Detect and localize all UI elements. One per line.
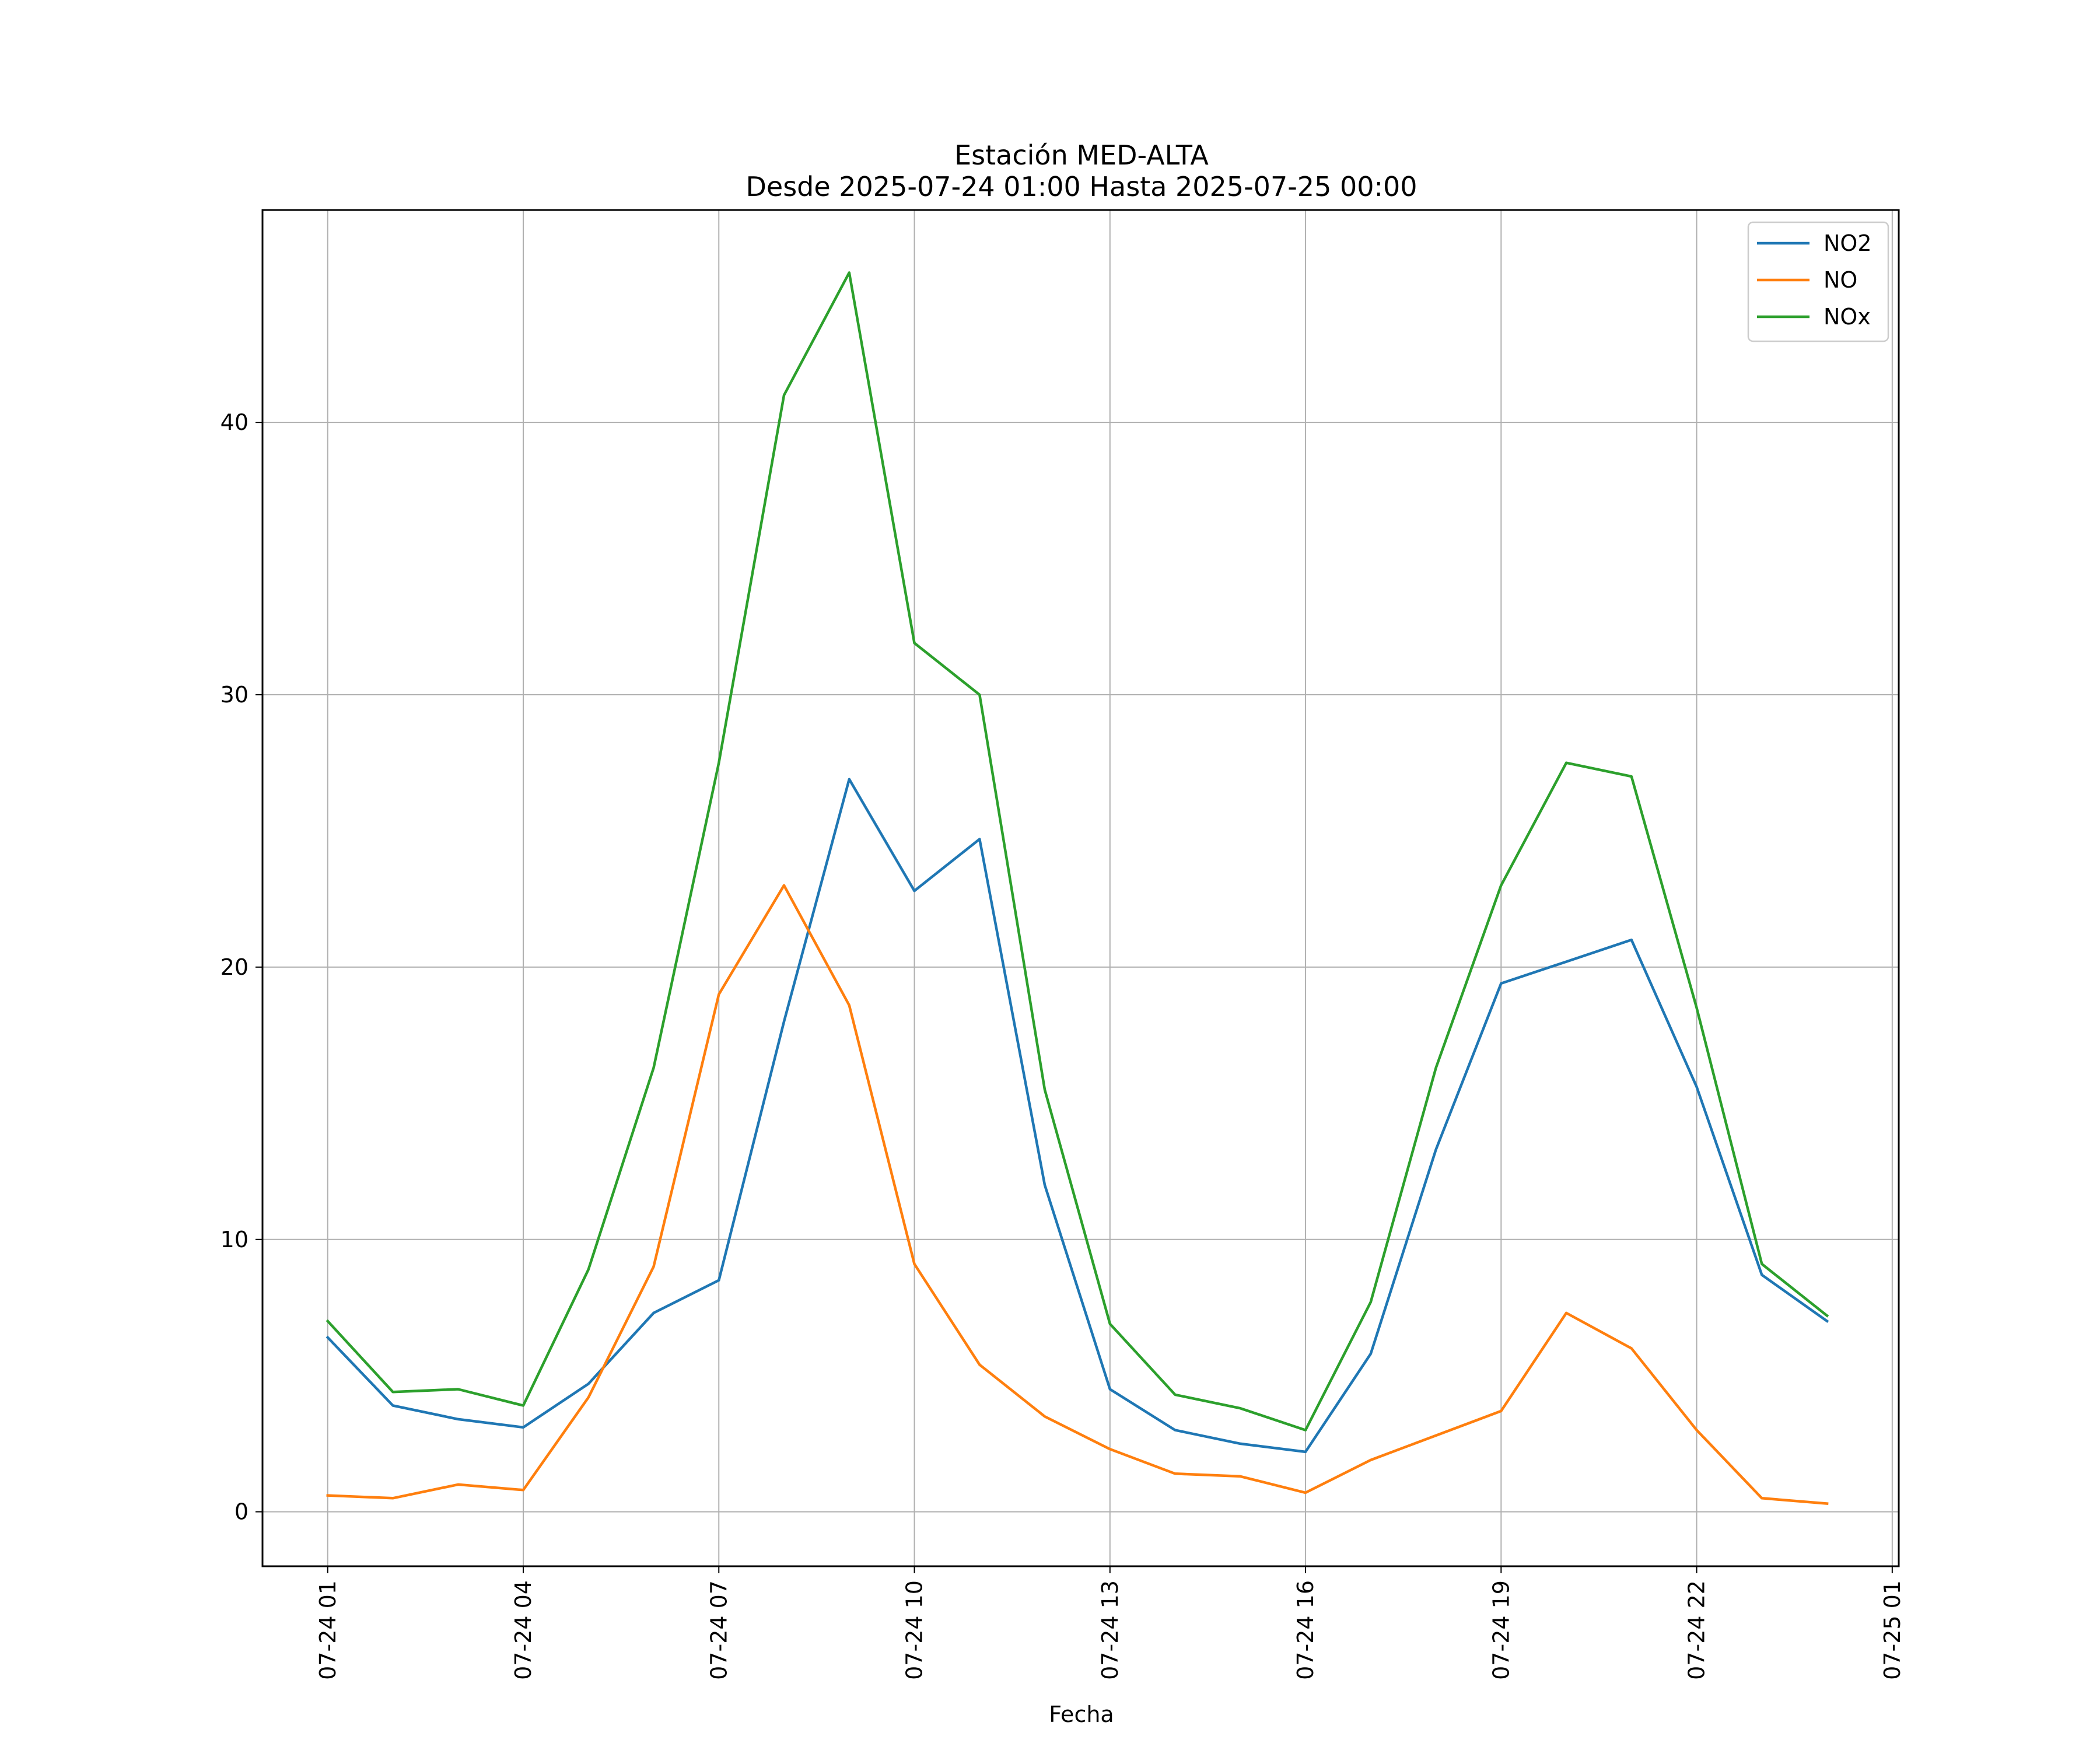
x-tick-label: 07-24 19 xyxy=(1488,1580,1514,1680)
legend: NO2 NO NOx xyxy=(1747,221,1889,342)
grid xyxy=(262,210,1899,1566)
x-tick-label: 07-24 07 xyxy=(706,1580,732,1680)
y-tick-label: 40 xyxy=(220,410,249,435)
series-line-nox xyxy=(326,271,1829,1432)
series-line-no2 xyxy=(326,778,1829,1454)
series-lines xyxy=(326,271,1829,1506)
x-tick-label: 07-24 01 xyxy=(315,1580,341,1680)
chart-title: Estación MED-ALTA xyxy=(954,139,1209,171)
plot-frame xyxy=(261,209,1900,1567)
x-tick-label: 07-24 16 xyxy=(1293,1580,1318,1680)
legend-box xyxy=(1747,221,1889,342)
x-tick-label: 07-25 01 xyxy=(1880,1580,1905,1680)
legend-label-no: NO xyxy=(1824,267,1857,293)
x-axis-label: Fecha xyxy=(1049,1702,1114,1727)
x-tick-label: 07-24 13 xyxy=(1097,1580,1123,1680)
x-tick-label: 07-24 10 xyxy=(902,1580,928,1680)
legend-label-nox: NOx xyxy=(1824,304,1871,330)
x-tick-label: 07-24 22 xyxy=(1684,1580,1710,1680)
series-line-no xyxy=(326,884,1829,1506)
x-tick-label: 07-24 04 xyxy=(510,1580,536,1680)
y-tick-label: 0 xyxy=(235,1499,249,1525)
y-tick-label: 20 xyxy=(220,954,249,980)
y-tick-label: 30 xyxy=(220,682,249,708)
x-axis-ticks: 07-24 01 07-24 04 07-24 07 07-24 10 07-24 13… xyxy=(315,1566,1905,1680)
chart-subtitle: Desde 2025-07-24 01:00 Hasta 2025-07-25 … xyxy=(746,171,1417,202)
legend-label-no2: NO2 xyxy=(1824,230,1872,256)
y-axis-ticks: 0 10 20 30 40 xyxy=(220,410,262,1525)
y-tick-label: 10 xyxy=(220,1227,249,1252)
